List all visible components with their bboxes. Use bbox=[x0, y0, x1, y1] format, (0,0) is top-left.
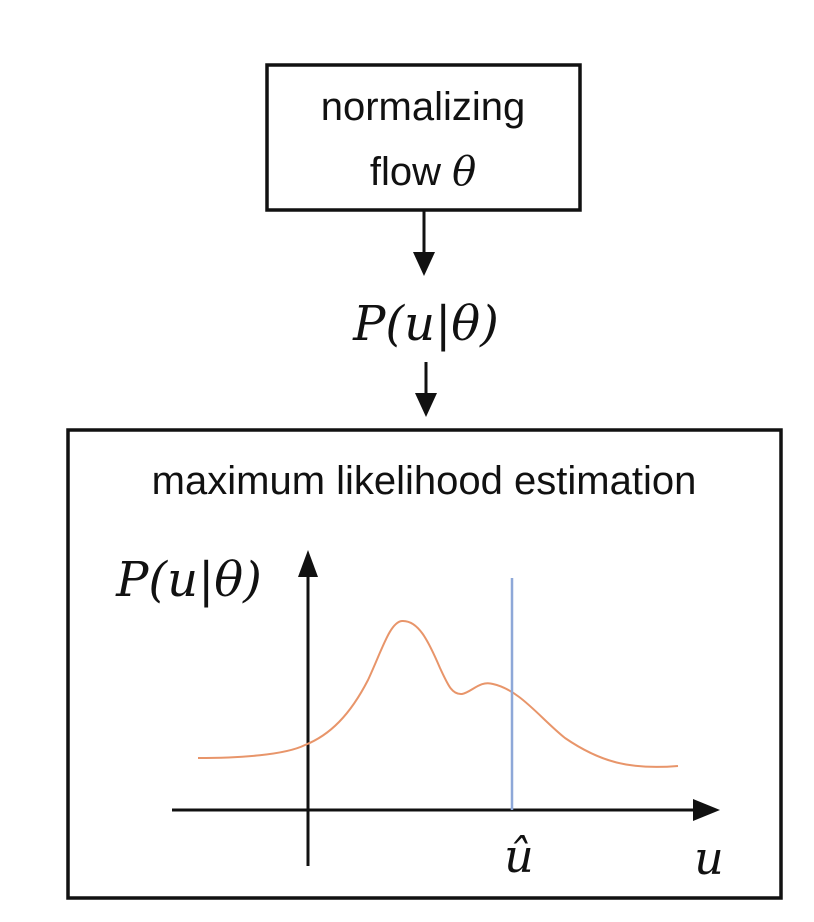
density-label-theta: θ bbox=[451, 296, 480, 352]
normalizing-flow-line1: normalizing bbox=[321, 85, 526, 129]
mle-title: maximum likelihood estimation bbox=[152, 459, 697, 503]
arrow-head bbox=[415, 393, 437, 417]
y-axis-label: P(u|θ) bbox=[115, 552, 262, 608]
mle-box: maximum likelihood estimation P(u|θ) u û bbox=[66, 428, 783, 900]
arrow-flow-to-density bbox=[413, 210, 435, 276]
normalizing-flow-box-border bbox=[265, 63, 582, 212]
x-axis-arrowhead bbox=[693, 799, 720, 821]
theta-symbol: θ bbox=[452, 149, 476, 195]
normalizing-flow-line2: flow θ bbox=[370, 149, 476, 195]
normalizing-flow-box: normalizing flow θ bbox=[265, 63, 582, 212]
mle-box-border bbox=[66, 428, 783, 900]
density-curve bbox=[197, 619, 679, 768]
flow-text: flow bbox=[370, 150, 452, 194]
arrow-density-to-mle bbox=[415, 362, 437, 417]
density-label: P(u|θ) bbox=[352, 296, 499, 352]
x-axis-label: u bbox=[694, 831, 724, 885]
density-label-suffix: ) bbox=[479, 296, 499, 352]
arrow-head bbox=[413, 252, 435, 276]
u-hat-label: û bbox=[504, 829, 534, 883]
y-axis-arrowhead bbox=[298, 550, 318, 577]
density-label-prefix: P(u| bbox=[352, 296, 451, 352]
